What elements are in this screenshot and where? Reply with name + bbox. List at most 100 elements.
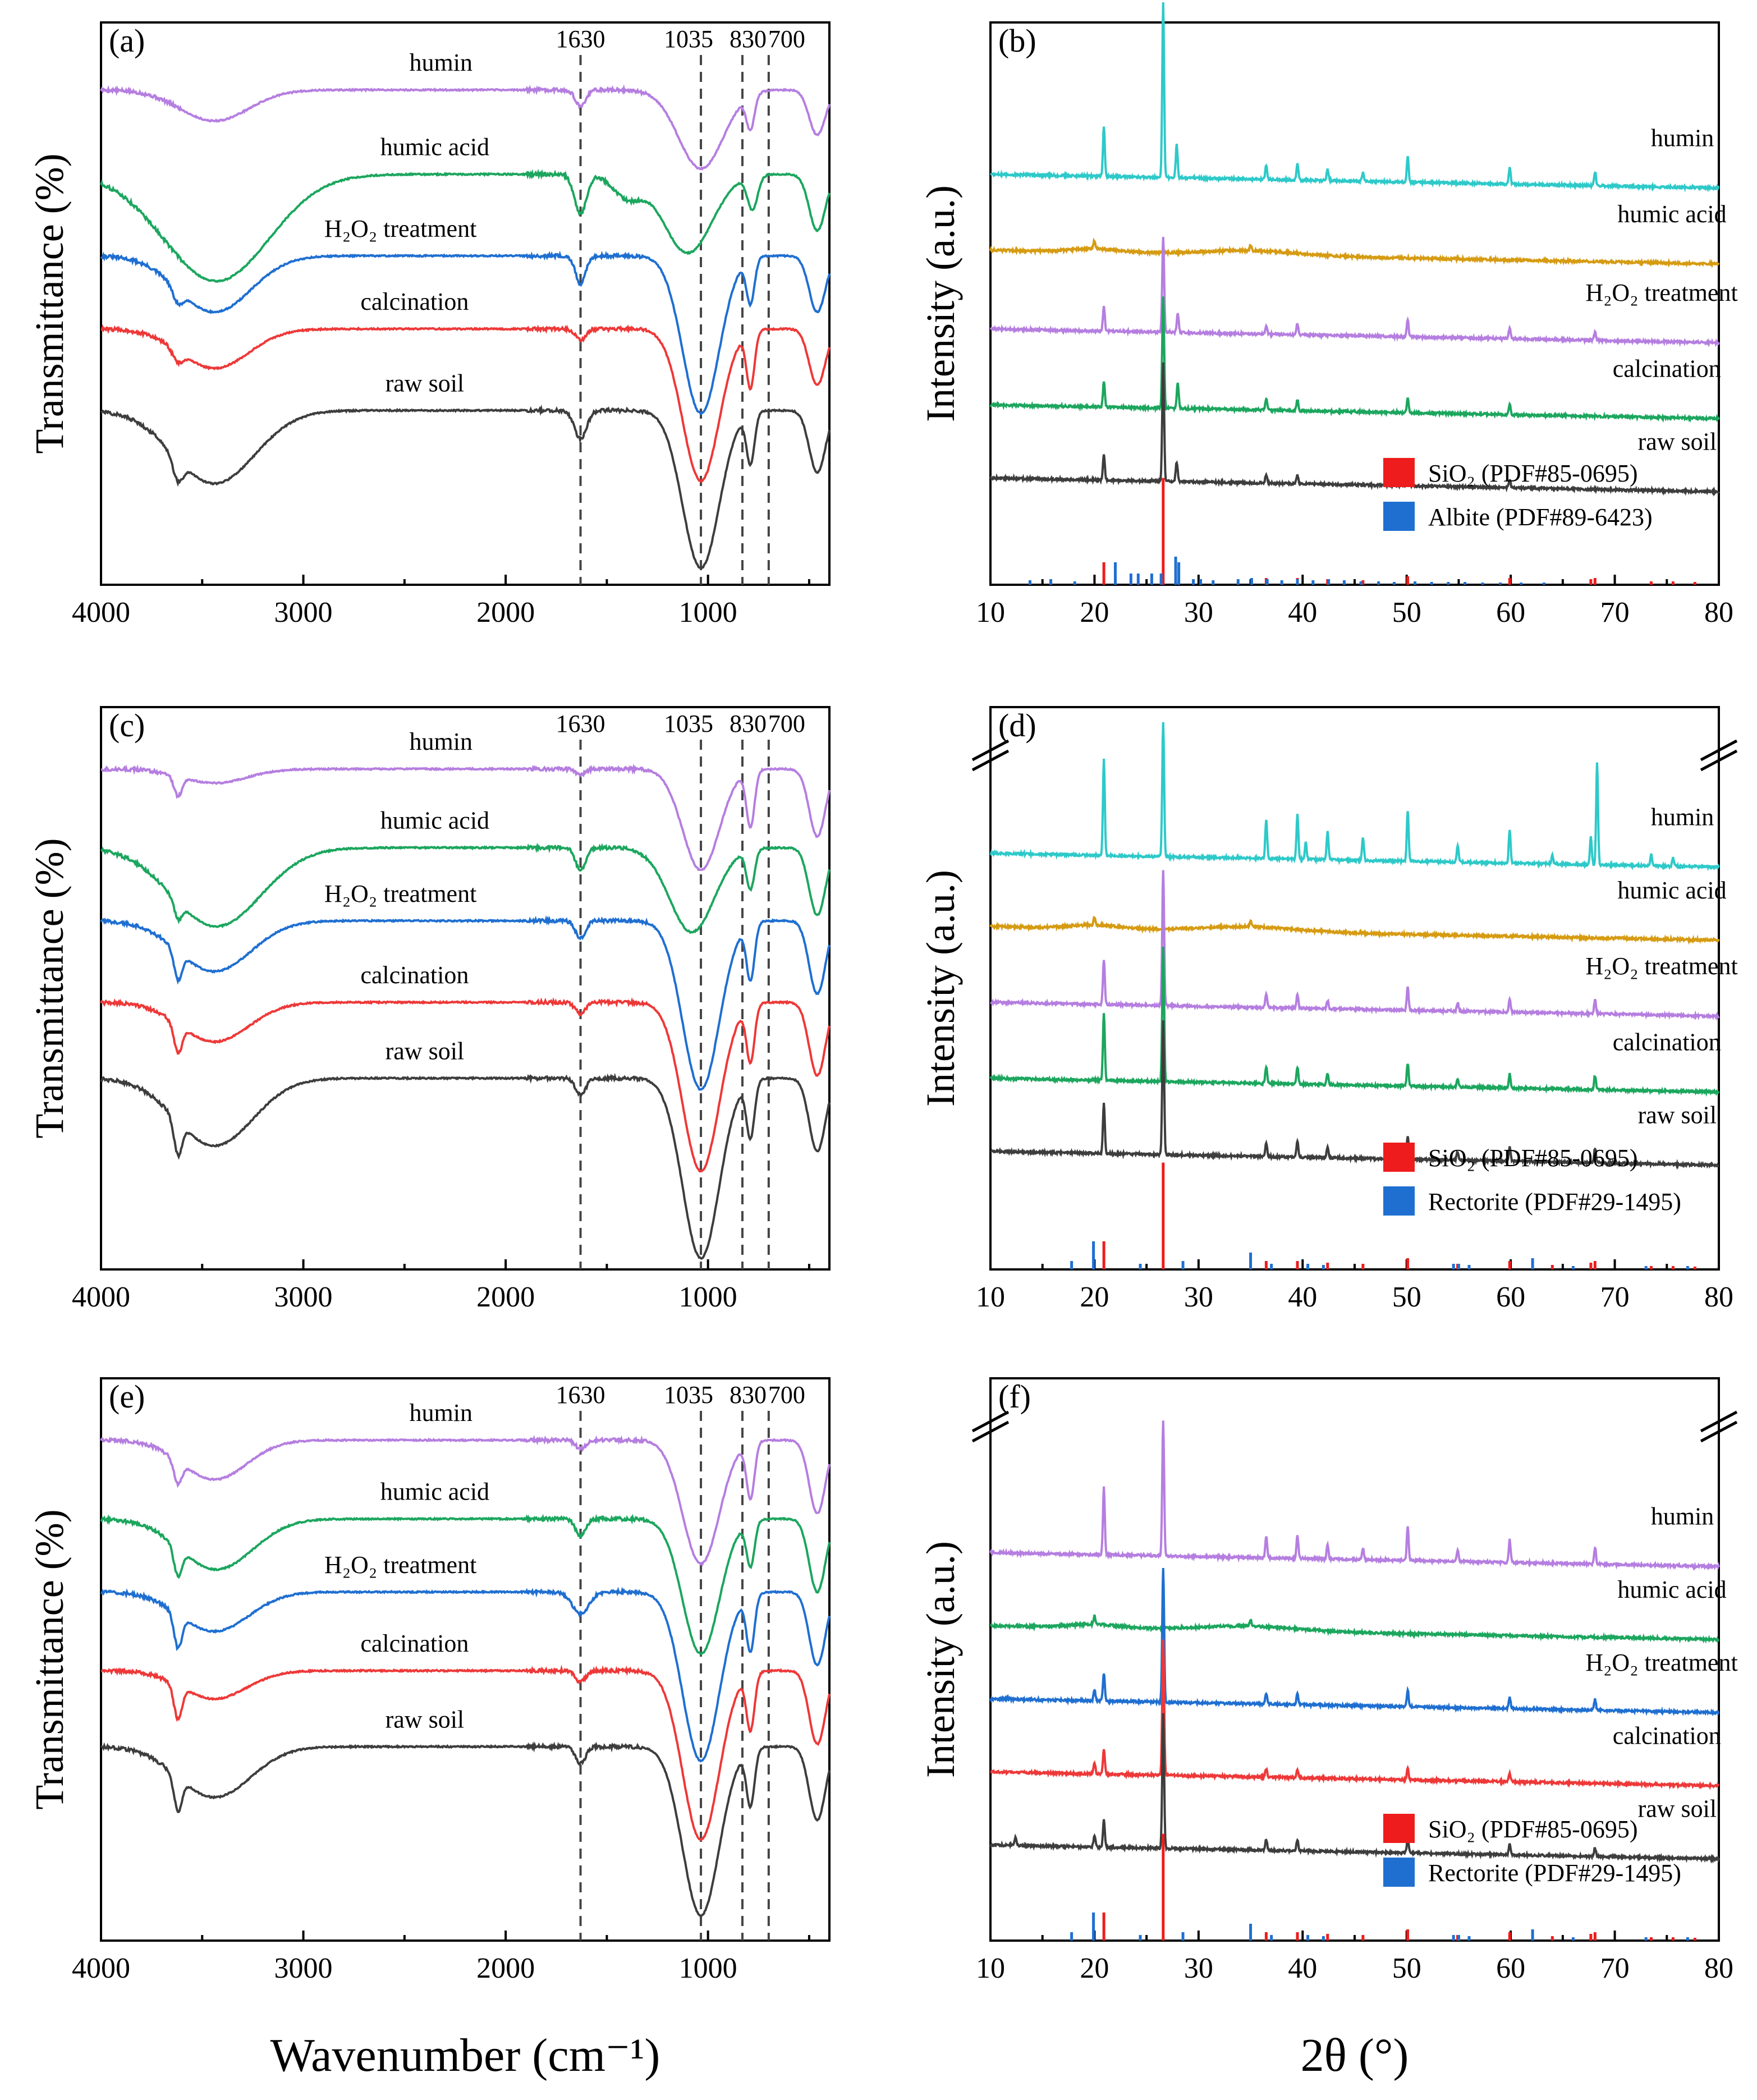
panel-label: (a): [109, 22, 145, 59]
x-tick-label: 2000: [476, 1281, 535, 1313]
axis-break-mark: [971, 1410, 1010, 1433]
panel-4: 4000 3000 2000 1000 (e) 1630 1035 830 700 humin hu…: [27, 1377, 831, 1984]
x-tick-label: 1000: [679, 1281, 737, 1313]
axis-break-mark: [1700, 1420, 1738, 1443]
series-line-humic-acid: [990, 1614, 1719, 1644]
curve-label: raw soil: [386, 369, 465, 397]
series-line-raw-soil: [100, 1741, 831, 1917]
legend-swatch: [1383, 458, 1415, 487]
series-line-raw-soil: [989, 362, 1720, 497]
curve-label: humin: [410, 728, 472, 755]
series-line-h-o-treatment: [989, 237, 1720, 348]
series-line-h-o-treatment: [100, 915, 831, 1091]
plot-frame: [989, 706, 1720, 1271]
series-line-h-o-treatment: [100, 250, 831, 416]
panel-1: 10 20 30 40 50 60 70 80 (b) humin humic acid H₂O₂ t…: [918, 2, 1738, 629]
axis-break-mark: [1700, 739, 1738, 762]
series-line-humin: [989, 2, 1720, 192]
curve-label: humic acid: [1617, 877, 1726, 904]
axis-break-mark: [1700, 1410, 1738, 1433]
series-line-humic-acid: [989, 915, 1720, 945]
legend: SiO₂ (PDF#85-0695) Albite (PDF#89-6423): [1383, 458, 1653, 531]
x-tick-label: 3000: [274, 597, 333, 629]
x-tick-label: 70: [1600, 1952, 1630, 1984]
x-tick-label: 60: [1496, 1952, 1525, 1984]
curve-label: calcination: [360, 288, 469, 315]
panel-label: (b): [998, 22, 1036, 59]
plot-frame: [100, 21, 831, 586]
legend-swatch: [1383, 1814, 1415, 1843]
legend: SiO₂ (PDF#85-0695) Rectorite (PDF#29-1495…: [1383, 1814, 1681, 1887]
curve-label: humin: [1651, 125, 1714, 152]
curve-label: raw soil: [386, 1705, 465, 1733]
curve-label: calcination: [1613, 1028, 1721, 1056]
panel-3: 10 20 30 40 50 60 70 80 (d) humin humic acid H₂O₂ t…: [918, 706, 1738, 1313]
x-tick-label: 2000: [476, 597, 535, 629]
series-line-humin: [100, 84, 831, 171]
panel-label: (d): [998, 707, 1036, 744]
x-tick-label: 30: [1184, 1952, 1213, 1984]
legend-label: SiO₂ (PDF#85-0695): [1428, 1144, 1637, 1172]
legend-label: Rectorite (PDF#29-1495): [1428, 1188, 1681, 1216]
curve-label: H₂O₂ treatment: [324, 880, 476, 907]
curve-label: humin: [1651, 1503, 1714, 1530]
y-axis-title: Transmittance (%): [27, 153, 72, 453]
x-tick-label: 50: [1392, 597, 1421, 629]
peak-label-700: 700: [768, 25, 805, 53]
x-tick-label: 2000: [476, 1952, 535, 1984]
x-tick-label: 20: [1080, 597, 1109, 629]
x-tick-label: 10: [976, 597, 1005, 629]
x-tick-label: 3000: [274, 1952, 333, 1984]
axis-break-mark: [971, 1420, 1010, 1443]
x-tick-label: 10: [976, 1281, 1005, 1313]
peak-label-700: 700: [768, 710, 805, 737]
x-tick-label: 80: [1704, 1281, 1733, 1313]
x-tick-label: 50: [1392, 1952, 1421, 1984]
x-tick-label: 30: [1184, 1281, 1213, 1313]
curve-label: H₂O₂ treatment: [1585, 279, 1737, 306]
curve-label: raw soil: [386, 1037, 465, 1065]
curve-label: calcination: [360, 1630, 469, 1657]
peak-label-1035: 1035: [664, 25, 713, 53]
legend-swatch: [1383, 502, 1415, 531]
peak-label-700: 700: [768, 1381, 805, 1409]
series-line-humin: [100, 1434, 831, 1566]
axis-break-mark: [971, 739, 1010, 762]
y-axis-title: Transmittance (%): [27, 838, 72, 1138]
peak-label-1630: 1630: [556, 25, 605, 53]
x-tick-label: 70: [1600, 597, 1630, 629]
curve-label: raw soil: [1638, 1795, 1717, 1823]
y-axis-title: Intensity (a.u.): [918, 870, 963, 1107]
legend-swatch: [1383, 1858, 1415, 1887]
peak-label-1035: 1035: [664, 1381, 713, 1409]
series-line-calcination: [100, 324, 831, 483]
x-tick-label: 80: [1704, 1952, 1733, 1984]
x-tick-label: 1000: [679, 597, 737, 629]
series-line-calcination: [100, 997, 831, 1173]
curve-label: humic acid: [1617, 200, 1726, 228]
series-line-raw-soil: [990, 1020, 1719, 1170]
axis-break-mark: [1700, 749, 1738, 772]
series-line-raw-soil: [100, 1072, 831, 1260]
curve-label: raw soil: [1638, 428, 1717, 456]
legend-label: SiO₂ (PDF#85-0695): [1428, 1815, 1637, 1843]
x-tick-label: 50: [1392, 1281, 1421, 1313]
curve-label: humic acid: [380, 807, 489, 835]
peak-label-830: 830: [730, 25, 767, 53]
x-tick-label: 4000: [72, 1952, 130, 1984]
x-tick-label: 30: [1184, 597, 1213, 629]
x-tick-label: 20: [1080, 1952, 1109, 1984]
x-tick-label: 1000: [679, 1952, 737, 1984]
curve-label: H₂O₂ treatment: [1585, 1649, 1737, 1676]
legend-label: Albite (PDF#89-6423): [1428, 503, 1653, 531]
curve-label: H₂O₂ treatment: [1585, 952, 1737, 980]
series-line-humin: [100, 763, 831, 872]
series-line-calcination: [989, 946, 1720, 1097]
peak-label-1630: 1630: [556, 1381, 605, 1409]
peak-label-1630: 1630: [556, 710, 605, 737]
legend-label: Rectorite (PDF#29-1495): [1428, 1859, 1681, 1887]
series-line-calcination: [100, 1665, 831, 1841]
series-line-humin: [989, 722, 1720, 872]
panel-2: 4000 3000 2000 1000 (c) 1630 1035 830 700 humin hu…: [27, 706, 831, 1313]
legend: SiO₂ (PDF#85-0695) Rectorite (PDF#29-1495…: [1383, 1143, 1681, 1216]
